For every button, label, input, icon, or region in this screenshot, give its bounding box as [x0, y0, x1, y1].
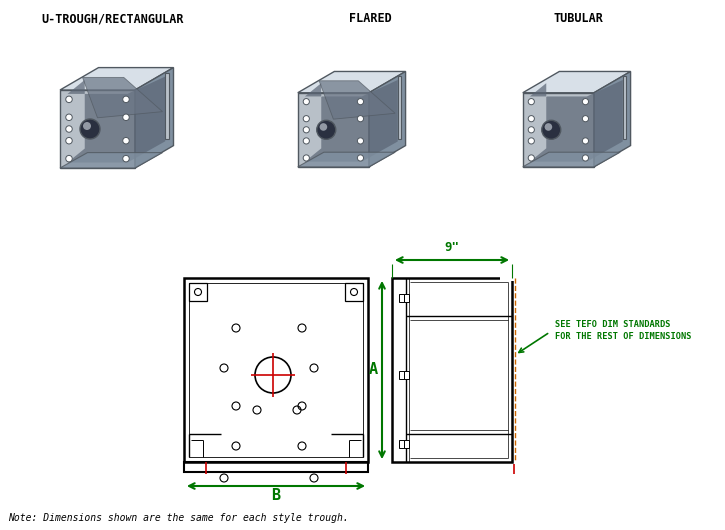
Text: U-TROUGH/RECTANGULAR: U-TROUGH/RECTANGULAR	[42, 12, 184, 25]
Circle shape	[357, 138, 363, 144]
Circle shape	[542, 120, 560, 139]
Polygon shape	[594, 72, 631, 167]
Circle shape	[66, 137, 72, 144]
Polygon shape	[319, 81, 395, 119]
Circle shape	[529, 138, 534, 144]
Circle shape	[303, 155, 310, 161]
Bar	[404, 294, 409, 302]
Circle shape	[529, 127, 534, 133]
Circle shape	[317, 120, 336, 139]
Text: TUBULAR: TUBULAR	[553, 12, 603, 25]
Polygon shape	[298, 72, 405, 93]
Polygon shape	[165, 73, 169, 139]
Circle shape	[529, 155, 534, 161]
Polygon shape	[298, 93, 369, 167]
Polygon shape	[60, 153, 162, 168]
Circle shape	[303, 127, 310, 133]
Text: A: A	[369, 363, 378, 377]
Polygon shape	[305, 80, 398, 162]
Circle shape	[123, 114, 129, 120]
Circle shape	[83, 122, 91, 130]
Circle shape	[66, 96, 72, 103]
Text: SEE TEFO DIM STANDARDS: SEE TEFO DIM STANDARDS	[555, 320, 671, 329]
Circle shape	[529, 99, 534, 105]
Polygon shape	[135, 68, 173, 168]
Bar	[404, 440, 409, 448]
Text: B: B	[271, 488, 281, 503]
Bar	[399, 294, 404, 302]
Circle shape	[582, 138, 589, 144]
Circle shape	[303, 138, 310, 144]
Circle shape	[66, 126, 72, 132]
Circle shape	[303, 116, 310, 122]
Polygon shape	[523, 72, 631, 93]
Polygon shape	[500, 275, 514, 281]
Circle shape	[357, 155, 363, 161]
Circle shape	[80, 119, 100, 139]
Polygon shape	[398, 76, 402, 139]
Bar	[399, 371, 404, 379]
Polygon shape	[60, 68, 173, 90]
Polygon shape	[369, 72, 405, 167]
Circle shape	[544, 123, 552, 131]
Bar	[404, 371, 409, 379]
Circle shape	[123, 155, 129, 162]
Circle shape	[582, 116, 589, 122]
Circle shape	[123, 137, 129, 144]
Circle shape	[123, 96, 129, 103]
Polygon shape	[623, 76, 626, 139]
Polygon shape	[530, 80, 623, 162]
Polygon shape	[523, 152, 620, 167]
Circle shape	[66, 155, 72, 162]
Polygon shape	[60, 90, 135, 168]
Polygon shape	[347, 285, 361, 299]
Text: FOR THE REST OF DIMENSIONS: FOR THE REST OF DIMENSIONS	[555, 332, 692, 341]
Polygon shape	[83, 77, 162, 118]
Circle shape	[357, 99, 363, 105]
Circle shape	[320, 123, 327, 131]
Circle shape	[357, 116, 363, 122]
Polygon shape	[191, 285, 205, 299]
Circle shape	[582, 99, 589, 105]
Bar	[399, 440, 404, 448]
Text: 9": 9"	[444, 241, 460, 254]
Text: FLARED: FLARED	[349, 12, 392, 25]
Polygon shape	[298, 152, 395, 167]
Text: Note: Dimensions shown are the same for each style trough.: Note: Dimensions shown are the same for …	[8, 513, 349, 523]
Circle shape	[582, 155, 589, 161]
Circle shape	[529, 116, 534, 122]
Circle shape	[303, 99, 310, 105]
Circle shape	[66, 114, 72, 120]
Polygon shape	[67, 76, 165, 163]
Polygon shape	[523, 93, 594, 167]
